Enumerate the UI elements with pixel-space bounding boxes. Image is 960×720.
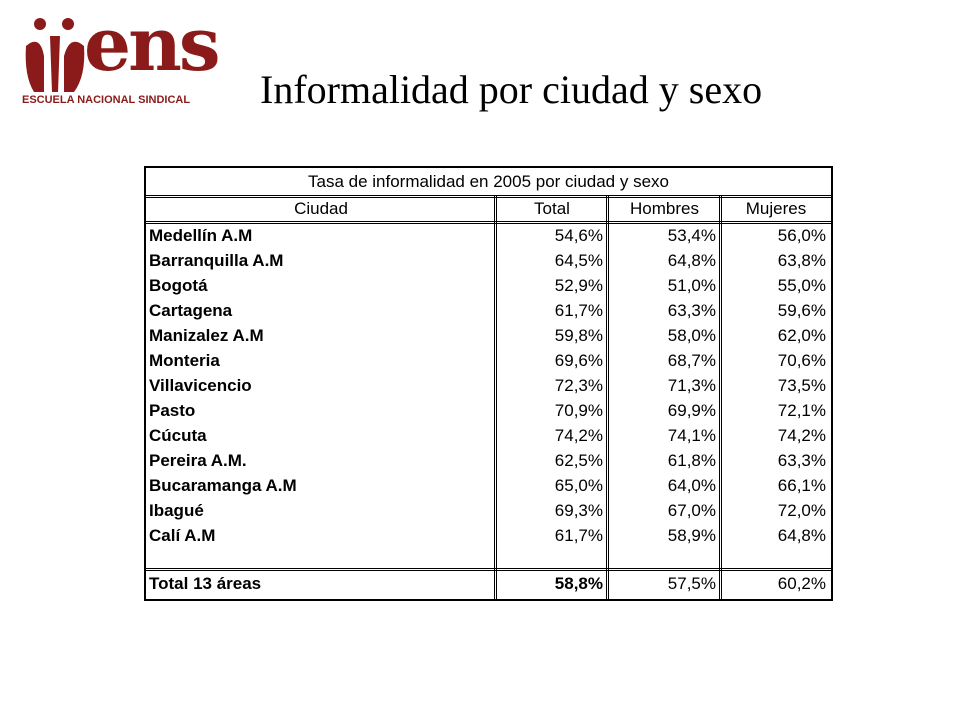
value-cell: 52,9% xyxy=(554,276,603,295)
value-cell: 59,6% xyxy=(777,301,826,320)
value-cell: 54,6% xyxy=(554,226,603,245)
value-cell: 60,2% xyxy=(777,574,826,593)
column-rule xyxy=(719,195,722,599)
rule xyxy=(146,568,831,571)
value-cell: 58,9% xyxy=(667,526,716,545)
logo-subtitle: ESCUELA NACIONAL SINDICAL xyxy=(22,94,191,106)
city-cell: Pasto xyxy=(149,401,196,420)
value-cell: 59,8% xyxy=(554,326,603,345)
city-cell: Ibagué xyxy=(149,501,204,520)
header-cell: Mujeres xyxy=(745,199,807,218)
value-cell: 66,1% xyxy=(777,476,826,495)
value-cell: 74,1% xyxy=(667,426,716,445)
value-cell: 61,7% xyxy=(554,301,603,320)
value-cell: 62,0% xyxy=(777,326,826,345)
rule xyxy=(146,195,831,198)
value-cell: 57,5% xyxy=(667,574,716,593)
logo-icon xyxy=(25,18,85,92)
table: Tasa de informalidad en 2005 por ciudad … xyxy=(144,166,833,601)
value-cell: 70,9% xyxy=(554,401,603,420)
header-cell: Total xyxy=(534,199,570,218)
city-cell: Manizalez A.M xyxy=(149,326,264,345)
value-cell: 53,4% xyxy=(667,226,716,245)
value-cell: 58,8% xyxy=(554,574,603,593)
city-cell: Cúcuta xyxy=(149,426,207,445)
column-rule xyxy=(606,195,609,599)
city-cell: Bucaramanga A.M xyxy=(149,476,297,495)
rule xyxy=(146,221,831,224)
city-cell: Monteria xyxy=(149,351,220,370)
value-cell: 63,3% xyxy=(777,451,826,470)
value-cell: 64,8% xyxy=(667,251,716,270)
value-cell: 55,0% xyxy=(777,276,826,295)
value-cell: 61,7% xyxy=(554,526,603,545)
value-cell: 74,2% xyxy=(554,426,603,445)
city-cell: Medellín A.M xyxy=(149,226,253,245)
value-cell: 72,1% xyxy=(777,401,826,420)
value-cell: 63,3% xyxy=(667,301,716,320)
value-cell: 71,3% xyxy=(667,376,716,395)
value-cell: 61,8% xyxy=(667,451,716,470)
header-cell: Hombres xyxy=(630,199,699,218)
value-cell: 70,6% xyxy=(777,351,826,370)
value-cell: 73,5% xyxy=(777,376,826,395)
value-cell: 67,0% xyxy=(667,501,716,520)
slide-title: Informalidad por ciudad y sexo xyxy=(260,67,763,112)
city-cell: Calí A.M xyxy=(149,526,216,545)
value-cell: 63,8% xyxy=(777,251,826,270)
header-cell: Ciudad xyxy=(294,199,348,218)
value-cell: 64,5% xyxy=(554,251,603,270)
value-cell: 72,3% xyxy=(554,376,603,395)
value-cell: 69,9% xyxy=(667,401,716,420)
value-cell: 62,5% xyxy=(554,451,603,470)
city-cell: Barranquilla A.M xyxy=(149,251,284,270)
city-cell: Pereira A.M. xyxy=(149,451,247,470)
value-cell: 58,0% xyxy=(667,326,716,345)
city-cell: Bogotá xyxy=(149,276,208,295)
logo-text: ens xyxy=(84,2,221,88)
value-cell: 65,0% xyxy=(554,476,603,495)
city-cell: Cartagena xyxy=(149,301,233,320)
value-cell: 64,8% xyxy=(777,526,826,545)
city-cell: Total 13 áreas xyxy=(149,574,262,593)
value-cell: 69,3% xyxy=(554,501,603,520)
value-cell: 72,0% xyxy=(777,501,826,520)
value-cell: 64,0% xyxy=(667,476,716,495)
city-cell: Villavicencio xyxy=(149,376,252,395)
value-cell: 69,6% xyxy=(554,351,603,370)
value-cell: 56,0% xyxy=(777,226,826,245)
column-rule xyxy=(494,195,497,599)
value-cell: 68,7% xyxy=(667,351,716,370)
value-cell: 74,2% xyxy=(777,426,826,445)
value-cell: 51,0% xyxy=(667,276,716,295)
table-title: Tasa de informalidad en 2005 por ciudad … xyxy=(307,172,669,191)
